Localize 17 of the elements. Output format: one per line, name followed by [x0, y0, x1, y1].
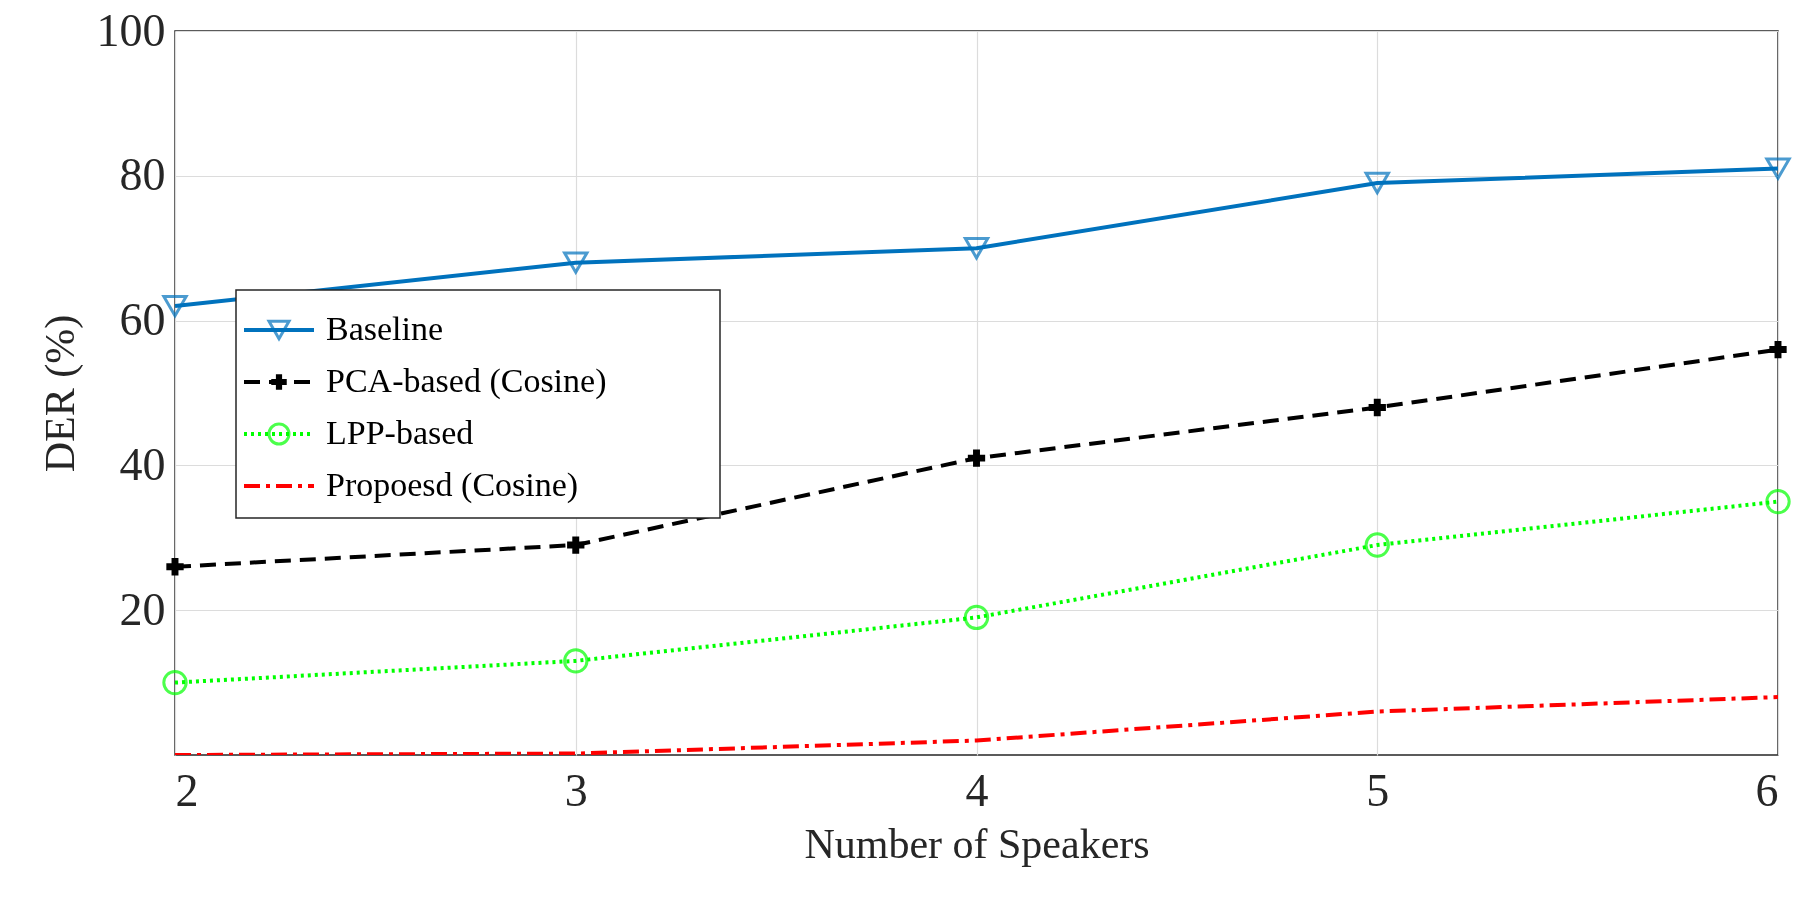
legend-label: PCA-based (Cosine) [326, 362, 607, 400]
y-tick-label: 100 [96, 4, 166, 56]
legend-label: Propoesd (Cosine) [326, 466, 579, 504]
legend-label: LPP-based [326, 414, 474, 451]
legend-label: Baseline [326, 310, 444, 347]
x-tick-label: 4 [965, 764, 989, 816]
x-tick-label: 3 [564, 764, 588, 816]
x-tick-label: 2 [175, 764, 199, 816]
x-axis-title: Number of Speakers [804, 820, 1150, 867]
x-tick-label: 5 [1366, 764, 1390, 816]
y-tick-label: 60 [119, 294, 166, 346]
y-tick-label: 20 [119, 583, 166, 635]
y-tick-label: 40 [119, 438, 166, 490]
y-tick-label: 80 [119, 149, 166, 201]
x-tick-label: 6 [1755, 764, 1779, 816]
y-axis-title: DER (%) [36, 314, 84, 473]
line-series [175, 695, 1778, 755]
